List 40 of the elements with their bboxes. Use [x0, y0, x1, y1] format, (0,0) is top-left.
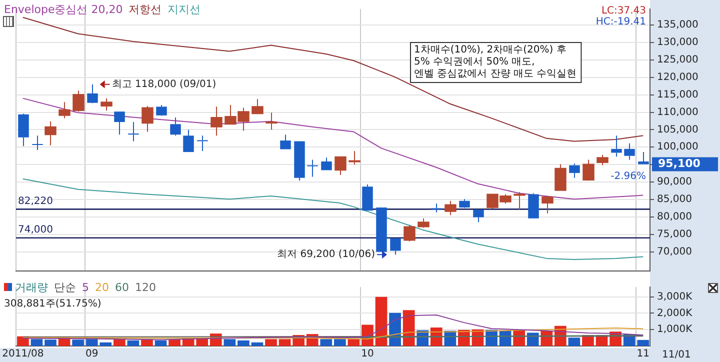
- y-tick-label: 75,000: [657, 228, 692, 240]
- text: 저항선: [128, 3, 162, 16]
- text: 60: [115, 281, 129, 294]
- y-tick-label: 70,000: [657, 246, 692, 258]
- x-tick-label: 11: [636, 348, 650, 360]
- legend-label: 거래량: [15, 281, 48, 294]
- text: 20: [95, 281, 109, 294]
- annotation: 최저 69,200 (10/06): [277, 249, 376, 260]
- annotation: 308,881주(51.75%): [4, 298, 102, 310]
- annotation: 최고 118,000 (09/01): [112, 78, 216, 90]
- text: 95,100: [658, 157, 701, 170]
- y-tick-label: 115,000: [657, 89, 698, 100]
- text: 5: [82, 281, 89, 294]
- y-tick-label: 90,000: [657, 176, 692, 188]
- x-tick-label: 09: [85, 348, 98, 360]
- text: 11/01: [662, 350, 691, 361]
- y-tick-label: 135,000: [657, 20, 698, 31]
- y-tick-label: 85,000: [657, 194, 692, 206]
- y-tick-label: 100,000: [657, 142, 698, 153]
- y-tick-label: 80,000: [657, 212, 692, 223]
- ref-line-label: 82,220: [18, 196, 53, 207]
- y-tick-label: 125,000: [657, 54, 698, 66]
- annotation: -2.96%: [610, 170, 646, 182]
- x-tick-label: 2011/08: [2, 348, 44, 360]
- x-tick-label: 10: [361, 348, 374, 360]
- y-tick-label: 3,000K: [657, 291, 693, 302]
- y-tick-label: 1,000K: [657, 324, 693, 336]
- y-tick-label: 120,000: [657, 72, 698, 83]
- ref-line-label: 74,000: [18, 224, 53, 236]
- annotation: LC:37.43: [601, 6, 646, 17]
- y-tick-label: 130,000: [657, 37, 698, 48]
- text: 120: [135, 281, 156, 294]
- y-tick-label: 105,000: [657, 124, 698, 136]
- y-tick-label: 110,000: [657, 106, 698, 118]
- annotation: 1차매수(10%), 2차매수(20%) 후 5% 수익권에서 50% 매도, 엔벨 중심값에서 잔량 매도 수익실현: [414, 44, 577, 80]
- text: Envelope중심선 20,20: [4, 3, 123, 16]
- text: 지지선: [168, 3, 201, 16]
- y-tick-label: 2,000K: [657, 308, 693, 319]
- legend-title: 단순: [54, 281, 76, 294]
- annotation: HC:-19.41: [596, 16, 646, 28]
